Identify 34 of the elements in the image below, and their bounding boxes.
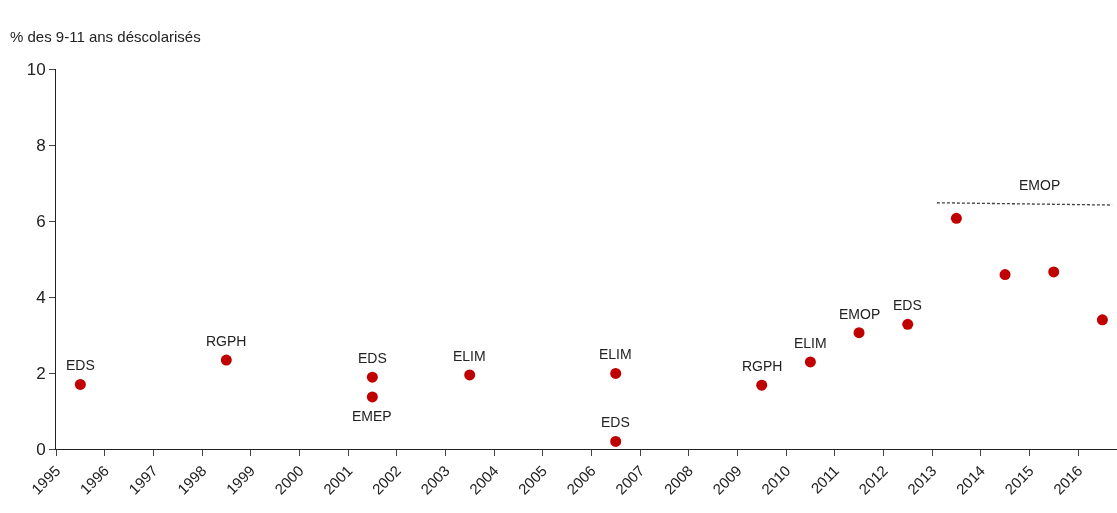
annotation: RGPH (206, 333, 247, 349)
annotation: EDS (358, 350, 387, 366)
annotation: RGPH (742, 358, 783, 374)
point (74, 378, 86, 390)
point (610, 367, 622, 379)
point (950, 212, 962, 224)
point (1096, 314, 1108, 326)
point (902, 318, 914, 330)
annotation: ELIM (794, 335, 827, 351)
annotation: EMOP (839, 306, 881, 322)
y-tick-label: 0 (36, 439, 46, 459)
annotation: ELIM (599, 346, 632, 362)
point (464, 369, 476, 381)
annotation: EMEP (352, 408, 392, 424)
point (610, 435, 622, 447)
annotation: EDS (893, 297, 922, 313)
y-tick-label: 10 (26, 59, 46, 79)
y-tick-label: 4 (36, 287, 46, 307)
point (1048, 266, 1060, 278)
annotation: EDS (66, 357, 95, 373)
point (999, 269, 1011, 281)
y-axis-title: % des 9-11 ans déscolarisés (10, 28, 201, 45)
point (804, 356, 816, 368)
point (853, 327, 865, 339)
point (756, 379, 768, 391)
y-tick-label: 2 (36, 363, 46, 383)
point (366, 371, 378, 383)
annotation: EDS (601, 414, 630, 430)
point (220, 354, 232, 366)
y-tick-label: 8 (36, 135, 46, 155)
point (366, 391, 378, 403)
annotation: EMOP (1019, 177, 1061, 193)
annotation: ELIM (453, 348, 486, 364)
y-tick-label: 6 (36, 211, 46, 231)
